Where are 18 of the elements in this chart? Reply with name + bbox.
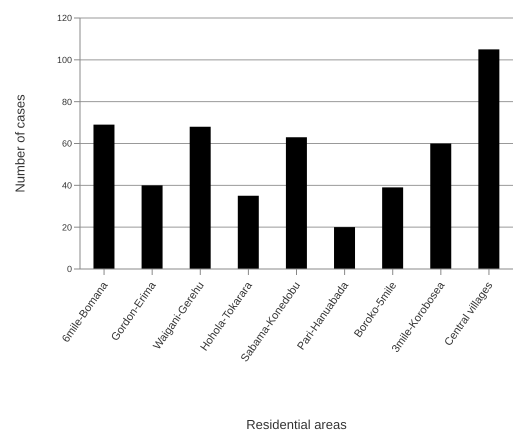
- y-tick-label: 20: [62, 222, 72, 232]
- bar: [334, 227, 356, 269]
- y-tick-label: 40: [62, 180, 72, 191]
- bar: [478, 49, 500, 269]
- y-tick-label: 80: [62, 96, 72, 107]
- y-tick-label: 0: [66, 264, 72, 274]
- y-tick-label: 100: [56, 55, 72, 66]
- bar: [382, 187, 404, 269]
- x-axis-title: Residential areas: [246, 417, 348, 432]
- bar: [430, 144, 452, 269]
- bar: [238, 196, 259, 269]
- y-tick-label: 120: [56, 13, 72, 24]
- y-tick-label: 60: [62, 138, 72, 149]
- bar: [190, 126, 211, 269]
- bar: [286, 137, 307, 269]
- bar: [142, 185, 163, 269]
- y-axis-title: Number of cases: [12, 94, 28, 193]
- bar: [93, 124, 114, 269]
